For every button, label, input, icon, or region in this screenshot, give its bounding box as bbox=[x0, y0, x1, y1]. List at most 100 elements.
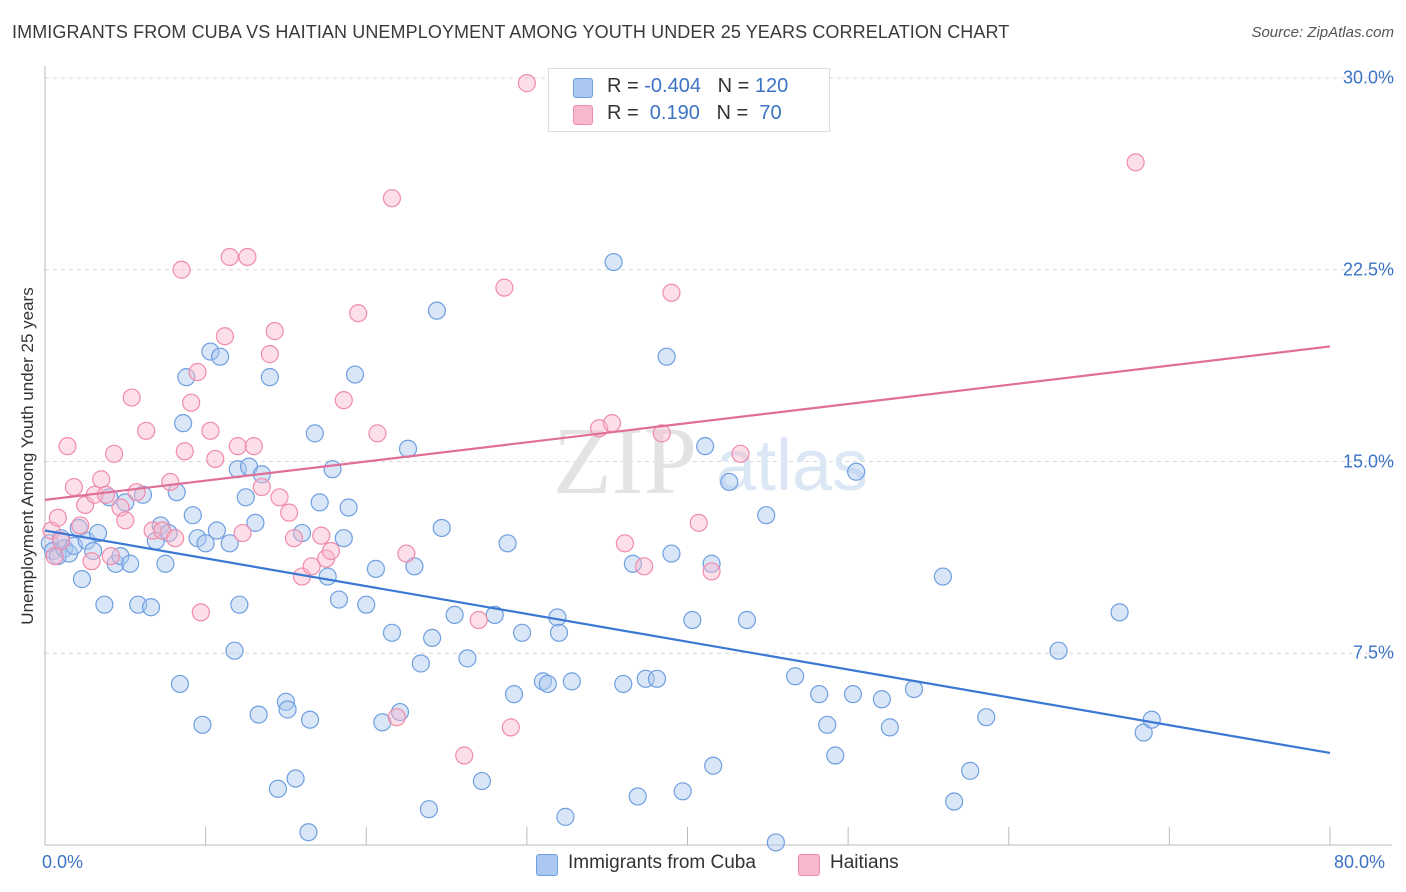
data-point-haitians bbox=[652, 424, 671, 443]
data-point-cuba bbox=[472, 771, 491, 791]
data-point-cuba bbox=[405, 557, 424, 576]
data-point-haitians bbox=[166, 529, 185, 548]
legend-n-label: N = bbox=[717, 75, 755, 97]
data-point-haitians bbox=[71, 516, 90, 535]
grid-lines bbox=[45, 77, 1392, 654]
data-point-cuba bbox=[445, 605, 464, 625]
legend-r-value-cuba: -0.404 bbox=[644, 75, 701, 97]
data-point-cuba bbox=[872, 690, 891, 709]
x-tick-max: 80.0% bbox=[1334, 852, 1386, 872]
legend-swatch-haitians bbox=[573, 105, 593, 125]
data-point-haitians bbox=[349, 304, 368, 323]
data-point-cuba bbox=[249, 705, 268, 724]
data-point-cuba bbox=[411, 654, 430, 673]
data-point-haitians bbox=[122, 388, 141, 407]
data-point-haitians bbox=[368, 424, 387, 443]
data-point-cuba bbox=[210, 347, 230, 366]
data-point-cuba bbox=[662, 544, 681, 563]
data-point-haitians bbox=[455, 746, 474, 765]
y-tick-label: 30.0% bbox=[1342, 67, 1394, 88]
data-point-cuba bbox=[230, 595, 249, 614]
watermark-zip: ZIP bbox=[553, 407, 697, 514]
data-point-cuba bbox=[702, 554, 721, 573]
trend-line-cuba bbox=[44, 529, 1331, 755]
data-point-cuba bbox=[305, 424, 324, 443]
data-point-cuba bbox=[720, 472, 739, 492]
data-point-cuba bbox=[562, 672, 581, 691]
data-point-cuba bbox=[614, 674, 633, 694]
data-point-cuba bbox=[278, 700, 297, 719]
legend-r-value-haitians: 0.190 bbox=[644, 102, 700, 124]
data-point-haitians bbox=[206, 449, 225, 469]
data-point-cuba bbox=[604, 252, 623, 272]
data-point-haitians bbox=[161, 472, 180, 492]
data-point-haitians bbox=[517, 74, 536, 93]
data-point-haitians bbox=[188, 362, 207, 382]
data-point-cuba bbox=[945, 792, 964, 811]
data-point-cuba bbox=[72, 570, 92, 589]
data-point-cuba bbox=[786, 667, 805, 686]
data-point-cuba bbox=[201, 342, 220, 361]
data-point-haitians bbox=[64, 477, 84, 497]
data-point-cuba bbox=[818, 715, 837, 734]
data-point-cuba bbox=[498, 534, 517, 553]
data-point-cuba bbox=[933, 567, 952, 586]
data-point-cuba bbox=[810, 685, 829, 704]
data-point-cuba bbox=[1134, 723, 1153, 742]
data-point-cuba bbox=[657, 347, 676, 366]
data-point-cuba bbox=[628, 787, 647, 806]
data-point-haitians bbox=[662, 283, 681, 302]
data-point-cuba bbox=[220, 534, 239, 553]
data-point-cuba bbox=[673, 782, 692, 801]
trend-line-haitians bbox=[44, 345, 1331, 501]
data-point-haitians bbox=[382, 189, 402, 208]
correlation-legend: R = -0.404 N = 120 R = 0.190 N = 70 bbox=[548, 68, 830, 132]
data-point-haitians bbox=[48, 508, 67, 527]
data-point-cuba bbox=[366, 559, 385, 578]
data-point-haitians bbox=[137, 421, 156, 440]
data-point-haitians bbox=[82, 552, 101, 571]
data-point-cuba bbox=[623, 554, 642, 573]
y-tick-label: 7.5% bbox=[1352, 642, 1394, 663]
data-point-cuba bbox=[373, 713, 392, 732]
data-point-cuba bbox=[1142, 710, 1161, 729]
axes bbox=[44, 66, 1392, 846]
data-point-haitians bbox=[635, 557, 654, 576]
data-point-haitians bbox=[104, 444, 124, 463]
data-point-haitians bbox=[270, 488, 289, 507]
data-point-haitians bbox=[45, 546, 64, 566]
data-point-haitians bbox=[469, 610, 488, 630]
legend-n-label: N = bbox=[716, 102, 754, 124]
data-point-haitians bbox=[280, 503, 299, 522]
data-point-haitians bbox=[602, 414, 622, 433]
data-point-cuba bbox=[432, 518, 451, 538]
y-axis-label: Unemployment Among Youth under 25 years bbox=[18, 287, 37, 625]
data-point-haitians bbox=[215, 327, 234, 346]
data-point-haitians bbox=[702, 562, 721, 581]
data-point-cuba bbox=[339, 498, 358, 517]
data-point-cuba bbox=[757, 506, 776, 525]
data-point-haitians bbox=[182, 393, 201, 412]
data-point-cuba bbox=[704, 756, 723, 775]
data-point-cuba bbox=[323, 460, 342, 479]
data-point-cuba bbox=[538, 674, 557, 694]
data-point-cuba bbox=[549, 623, 569, 642]
data-point-haitians bbox=[220, 247, 239, 267]
data-point-cuba bbox=[236, 488, 255, 507]
data-point-haitians bbox=[302, 557, 321, 576]
y-tick-label: 22.5% bbox=[1342, 259, 1394, 280]
data-point-cuba bbox=[141, 598, 161, 617]
x-tick-min: 0.0% bbox=[42, 852, 84, 872]
data-point-cuba bbox=[647, 669, 667, 688]
data-point-cuba bbox=[512, 623, 532, 642]
data-point-cuba bbox=[737, 610, 757, 630]
legend-n-value-haitians: 70 bbox=[753, 102, 782, 124]
data-point-haitians bbox=[321, 541, 341, 561]
data-point-haitians bbox=[233, 523, 252, 543]
data-point-cuba bbox=[193, 715, 212, 734]
data-point-cuba bbox=[504, 685, 524, 704]
data-point-cuba bbox=[116, 493, 135, 512]
data-point-haitians bbox=[615, 534, 634, 553]
data-point-cuba bbox=[880, 718, 899, 737]
data-point-cuba bbox=[843, 685, 863, 704]
